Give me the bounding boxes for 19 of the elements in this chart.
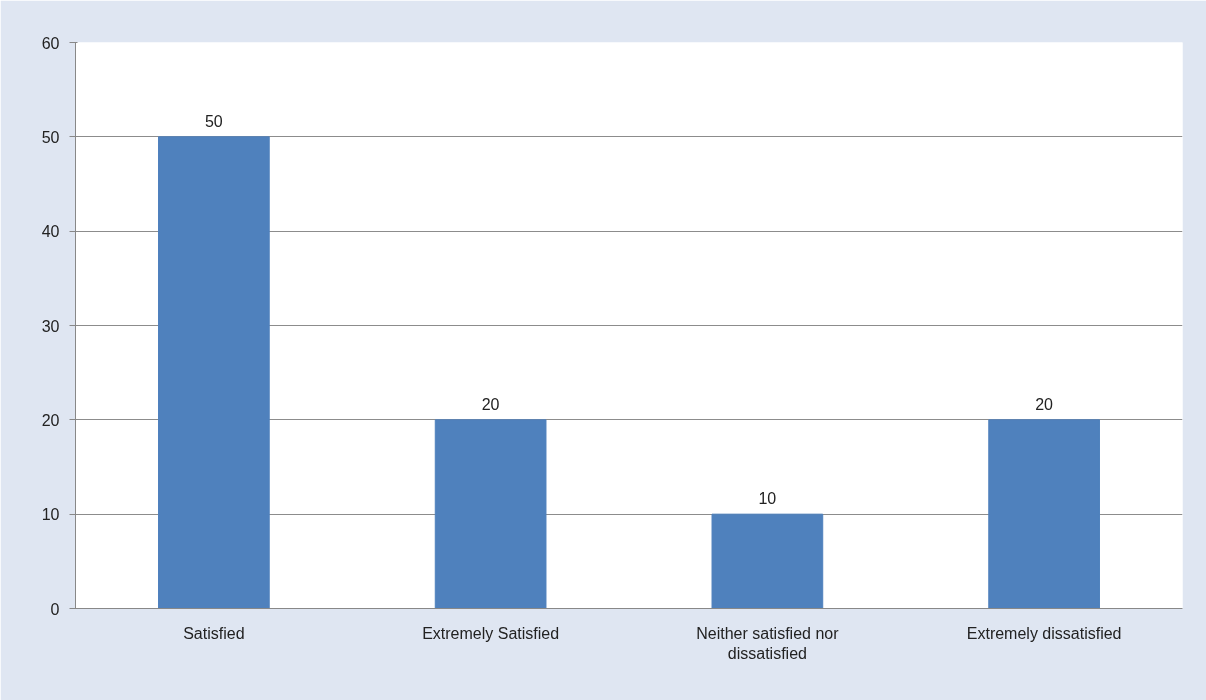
y-tick-label: 40	[41, 223, 60, 241]
y-tick-label: 20	[41, 411, 60, 429]
x-tick-label: Satisfied	[183, 624, 245, 642]
y-tick-label: 0	[50, 600, 60, 618]
x-tick-label: Extremely Satisfied	[422, 624, 560, 642]
data-label: 20	[481, 395, 500, 413]
bar	[988, 419, 1100, 609]
bar	[711, 513, 824, 609]
bar	[158, 136, 270, 609]
data-label: 50	[204, 112, 223, 130]
data-label: 10	[758, 490, 777, 508]
x-tick-label: Neither satisfied nor dissatisfied	[696, 624, 840, 662]
data-label: 20	[1035, 395, 1054, 413]
bar	[434, 419, 547, 609]
x-tick-label: Extremely dissatisfied	[966, 624, 1122, 642]
y-tick-label: 50	[41, 128, 60, 146]
y-tick-label: 60	[41, 34, 60, 52]
y-tick-label: 10	[41, 506, 60, 524]
y-tick-label: 30	[41, 317, 60, 335]
